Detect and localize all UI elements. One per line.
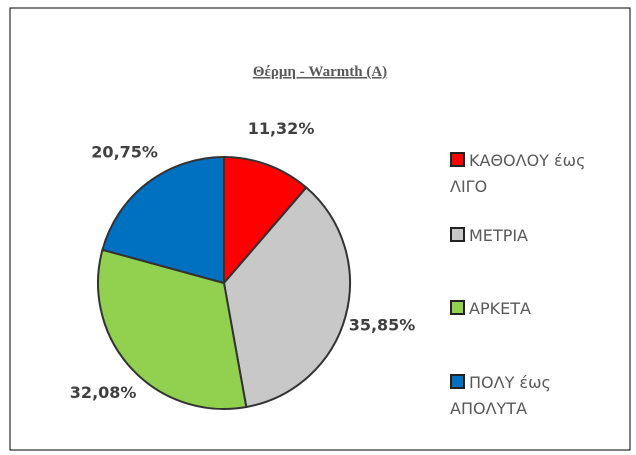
legend-swatch bbox=[450, 300, 465, 315]
data-label: 11,32% bbox=[248, 119, 315, 138]
legend-label: ΠΟΛΥ έως ΑΠΟΛΥΤΑ bbox=[450, 373, 551, 418]
legend-entry: ΠΟΛΥ έως ΑΠΟΛΥΤΑ bbox=[450, 370, 620, 422]
pie-slice bbox=[97, 248, 248, 410]
legend-entry: ΚΑΘΟΛΟΥ έως ΛΙΓΟ bbox=[450, 148, 620, 200]
pie-slice bbox=[101, 155, 225, 285]
legend-swatch bbox=[450, 152, 465, 167]
chart-title: Θέρμη - Warmth (A) bbox=[253, 64, 387, 80]
legend-entry: ΜΕΤΡΙΑ bbox=[450, 223, 620, 249]
legend-entry: ΑΡΚΕΤΑ bbox=[450, 296, 620, 322]
data-label: 32,08% bbox=[70, 383, 137, 402]
pie-slice bbox=[223, 155, 308, 286]
legend-swatch bbox=[450, 227, 465, 242]
legend-label: ΜΕΤΡΙΑ bbox=[469, 226, 528, 245]
legend-label: ΚΑΘΟΛΟΥ έως ΛΙΓΟ bbox=[450, 151, 586, 196]
data-label: 20,75% bbox=[91, 142, 158, 161]
data-label: 35,85% bbox=[349, 316, 416, 335]
legend-label: ΑΡΚΕΤΑ bbox=[469, 299, 531, 318]
legend-swatch bbox=[450, 374, 465, 389]
pie-slice bbox=[222, 186, 351, 409]
